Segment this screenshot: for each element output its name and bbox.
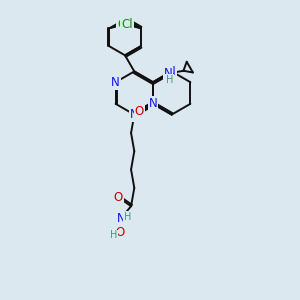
Text: H: H <box>124 212 131 222</box>
Text: N: N <box>117 212 125 225</box>
Text: Cl: Cl <box>117 18 129 31</box>
Text: O: O <box>115 226 124 239</box>
Text: O: O <box>114 191 123 204</box>
Text: H: H <box>110 230 118 241</box>
Text: N: N <box>167 65 176 78</box>
Text: H: H <box>166 75 173 85</box>
Text: N: N <box>148 97 158 110</box>
Text: O: O <box>135 105 144 118</box>
Text: N: N <box>130 108 139 121</box>
Text: Cl: Cl <box>121 18 133 31</box>
Text: N: N <box>164 67 172 80</box>
Text: N: N <box>111 76 120 89</box>
